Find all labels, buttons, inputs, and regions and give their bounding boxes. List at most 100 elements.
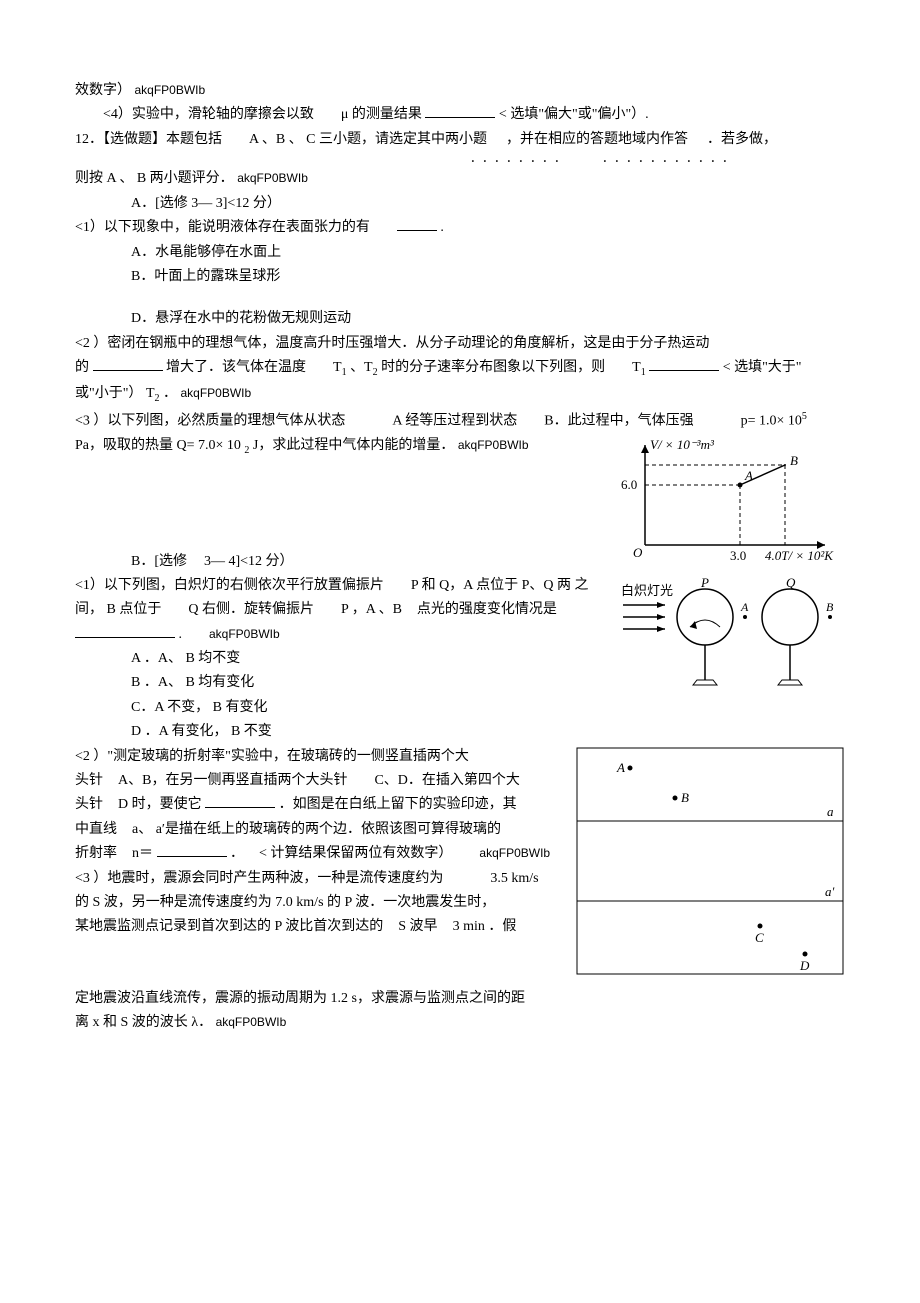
text: 某地震监测点记录到首次到达的 P 波比首次到达的 bbox=[75, 919, 383, 934]
aprime: a′ bbox=[825, 884, 835, 899]
text: <4）实验中，滑轮轴的摩擦会以致 bbox=[103, 107, 314, 122]
line-12: 12．【选做题】本题包括 A 、B 、 C 三小题，请选定其中两小题 ，并在相应… bbox=[75, 129, 845, 151]
opt-bc: C．A 不变， B 有变化 bbox=[75, 697, 615, 719]
figure-refraction: A B a a′ C D bbox=[575, 746, 845, 976]
code: akqFP0BWIb bbox=[237, 171, 308, 185]
text: D 时，要使它 bbox=[118, 797, 202, 812]
Q: Q bbox=[786, 575, 796, 590]
sub: 2 bbox=[373, 367, 378, 378]
A: A bbox=[740, 600, 749, 614]
text: 或"小于"） bbox=[75, 386, 142, 401]
figure-polarizer: 白炽灯光 P Q A B bbox=[615, 575, 845, 705]
text: 的 bbox=[75, 360, 89, 375]
row-graph1: Pa，吸取的热量 Q= 7.0× 10 2 J，求此过程中气体内能的增量． ak… bbox=[75, 435, 845, 575]
code: akqFP0BWIb bbox=[181, 386, 252, 400]
text: A．水黾能够停在水面上 bbox=[131, 245, 281, 260]
opt-d: D．悬浮在水中的花粉做无规则运动 bbox=[75, 308, 845, 330]
text: J，求此过程中气体内能的增量． bbox=[253, 438, 454, 453]
sub: 1 bbox=[342, 367, 347, 378]
text: A ．A、 B 均不变 bbox=[131, 651, 240, 666]
B: B bbox=[826, 600, 834, 614]
line-b1-3: . akqFP0BWIb bbox=[75, 624, 615, 646]
text: < 选填"偏大"或"偏小"）. bbox=[499, 107, 649, 122]
text: Q 右侧．旋转偏振片 bbox=[188, 602, 314, 617]
line-q3-1: <3 ）以下列图，必然质量的理想气体从状态 A 经等压过程到状态 B．此过程中，… bbox=[75, 409, 845, 433]
text: <3 ）地震时，震源会同时产生两种波，一种是流传速度约为 bbox=[75, 871, 443, 886]
line-q4: <4）实验中，滑轮轴的摩擦会以致 μ 的测量结果 < 选填"偏大"或"偏小"）. bbox=[75, 104, 845, 126]
text: Pa，吸取的热量 bbox=[75, 438, 173, 453]
text: 效数字） bbox=[75, 83, 131, 98]
line-b3-3: 某地震监测点记录到首次到达的 P 波比首次到达的 S 波早 3 min ．假 bbox=[75, 916, 575, 938]
text: A 经等压过程到状态 bbox=[392, 413, 517, 428]
text: . bbox=[440, 220, 444, 235]
xval1: 3.0 bbox=[730, 548, 746, 563]
lamp-label: 白炽灯光 bbox=[621, 583, 673, 598]
text: p= 1.0× 10 bbox=[741, 413, 802, 428]
text: D．悬浮在水中的花粉做无规则运动 bbox=[131, 311, 351, 326]
text: ，并在相应的答题地域内作答 bbox=[506, 132, 688, 147]
ylabel: V/ × 10⁻³m³ bbox=[650, 437, 715, 452]
text: 头针 bbox=[75, 797, 103, 812]
text: T bbox=[632, 360, 641, 375]
line-b3-5: 离 x 和 S 波的波长 λ． akqFP0BWIb bbox=[75, 1012, 845, 1034]
text: 、T bbox=[350, 360, 373, 375]
text: <1）以下现象中，能说明液体存在表面张力的有 bbox=[75, 220, 370, 235]
text: T bbox=[333, 360, 342, 375]
text: 12．【选做题】本题包括 bbox=[75, 132, 222, 147]
line-eff-digits: 效数字） akqFP0BWIb bbox=[75, 80, 845, 102]
line-b2-1: <2 ）"测定玻璃的折射率"实验中，在玻璃砖的一侧竖直插两个大 bbox=[75, 746, 575, 768]
figure-vt-graph: V/ × 10⁻³m³ 4.0T/ × 10²K A B 6.0 3.0 O bbox=[615, 435, 845, 565]
line-b3-1: <3 ）地震时，震源会同时产生两种波，一种是流传速度约为 3.5 km/s bbox=[75, 868, 575, 890]
text: μ 的测量结果 bbox=[341, 107, 422, 122]
sub: 2 bbox=[155, 393, 160, 404]
opt-a: A．水黾能够停在水面上 bbox=[75, 242, 845, 264]
row-polarizer: <1）以下列图，白炽灯的右侧依次平行放置偏振片 P 和 Q，A 点位于 P、Q … bbox=[75, 575, 845, 746]
text: D ．A 有变化， B 不变 bbox=[131, 724, 272, 739]
text: <1）以下列图，白炽灯的右侧依次平行放置偏振片 bbox=[75, 578, 384, 593]
row-refraction: <2 ）"测定玻璃的折射率"实验中，在玻璃砖的一侧竖直插两个大 头针 A、B，在… bbox=[75, 746, 845, 976]
blank bbox=[205, 794, 275, 808]
sub: 1 bbox=[641, 367, 646, 378]
code: akqFP0BWIb bbox=[458, 438, 529, 452]
text: 中直线 bbox=[75, 822, 117, 837]
line-b2-4: 中直线 a、 a′是描在纸上的玻璃砖的两个边．依照该图可算得玻璃的 bbox=[75, 819, 575, 841]
text: 的 S 波，另一种是流传速度约为 7.0 km/s 的 P 波．一次地震发生时， bbox=[75, 895, 495, 910]
line-b3-2: 的 S 波，另一种是流传速度约为 7.0 km/s 的 P 波．一次地震发生时， bbox=[75, 892, 575, 914]
line-b2-3: 头针 D 时，要使它 ．如图是在白纸上留下的实验印迹，其 bbox=[75, 794, 575, 816]
text: 折射率 bbox=[75, 846, 117, 861]
a: a bbox=[827, 804, 834, 819]
origin: O bbox=[633, 545, 643, 560]
text: n＝ bbox=[132, 846, 153, 861]
text: <2 ）"测定玻璃的折射率"实验中，在玻璃砖的一侧竖直插两个大 bbox=[75, 749, 469, 764]
code: akqFP0BWIb bbox=[216, 1015, 287, 1029]
P: P bbox=[700, 575, 709, 590]
line-q2-2: 的 增大了．该气体在温度 T1 、T2 时的分子速率分布图象以下列图，则 T1 … bbox=[75, 357, 845, 381]
opt-ba: A ．A、 B 均不变 bbox=[75, 648, 615, 670]
text: ．如图是在白纸上留下的实验印迹，其 bbox=[279, 797, 517, 812]
text: ． bbox=[163, 386, 177, 401]
D: D bbox=[799, 958, 810, 973]
xlabel: 4.0T/ × 10²K bbox=[765, 548, 834, 563]
text: <2 ）密闭在钢瓶中的理想气体，温度高升时压强增大．从分子动理论的角度解析，这是… bbox=[75, 336, 709, 351]
line-a-select: A．[选修 3— 3]<12 分） bbox=[75, 193, 845, 215]
text: 则按 A 、 B 两小题评分． bbox=[75, 171, 234, 186]
blank bbox=[397, 217, 437, 231]
text: 3 min ．假 bbox=[453, 919, 517, 934]
text: C、D．在插入第四个大 bbox=[374, 773, 519, 788]
text: < 计算结果保留两位有效数字） bbox=[259, 846, 452, 861]
text: 3.5 km/s bbox=[490, 871, 538, 886]
line-ab: 则按 A 、 B 两小题评分． akqFP0BWIb bbox=[75, 168, 845, 190]
opt-bb: B ．A、 B 均有变化 bbox=[75, 672, 615, 694]
line-q3-2: Pa，吸取的热量 Q= 7.0× 10 2 J，求此过程中气体内能的增量． ak… bbox=[75, 435, 615, 459]
code: akqFP0BWIb bbox=[209, 627, 280, 641]
text: < 选填"大于" bbox=[723, 360, 802, 375]
opt-bd: D ．A 有变化， B 不变 bbox=[75, 721, 615, 743]
text: 头针 bbox=[75, 773, 103, 788]
code: akqFP0BWIb bbox=[135, 83, 206, 97]
text: 离 x 和 S 波的波长 λ． bbox=[75, 1015, 212, 1030]
blank bbox=[157, 843, 227, 857]
text: 增大了．该气体在温度 bbox=[166, 360, 306, 375]
text: . bbox=[179, 627, 183, 642]
text: B ．A、 B 均有变化 bbox=[131, 675, 254, 690]
sup: 5 bbox=[802, 411, 807, 422]
